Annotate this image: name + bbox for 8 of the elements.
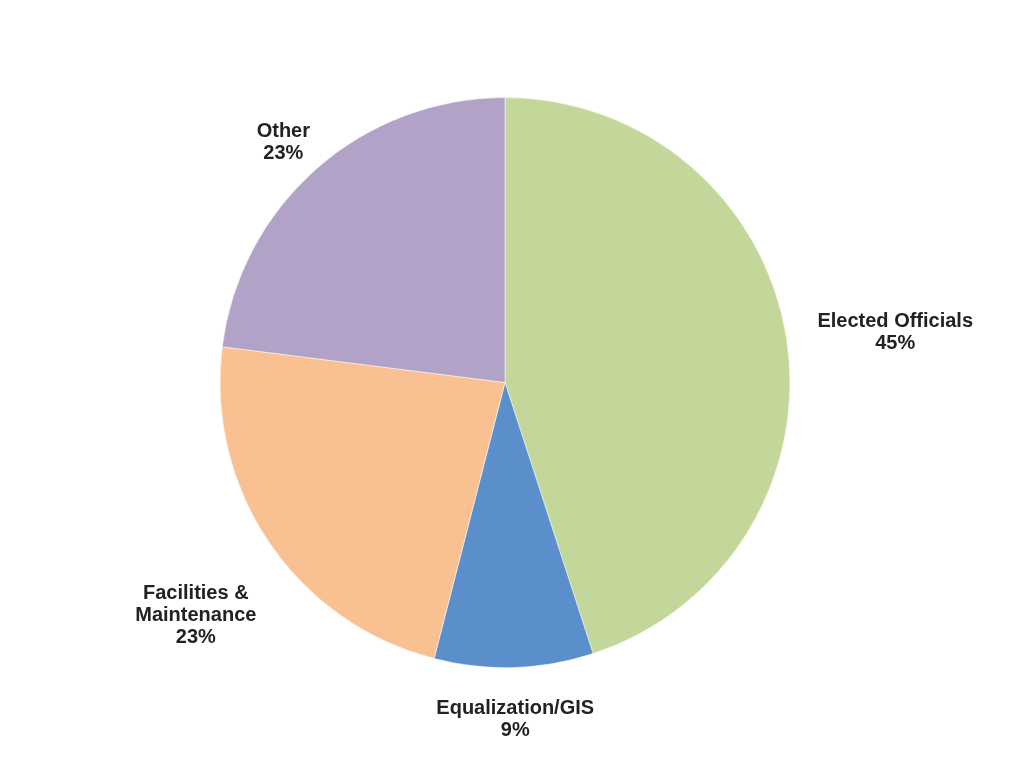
data-label: 45%	[875, 330, 916, 353]
data-label: 23%	[263, 141, 304, 164]
data-label: 23%	[175, 624, 217, 647]
data-label: 9%	[500, 718, 530, 741]
slice-label: Other	[256, 119, 311, 142]
slice-label: Facilities & Maintenance	[135, 580, 257, 625]
slice-label: Elected Officials	[817, 308, 974, 331]
slice-label: Equalization/GIS	[436, 696, 595, 719]
